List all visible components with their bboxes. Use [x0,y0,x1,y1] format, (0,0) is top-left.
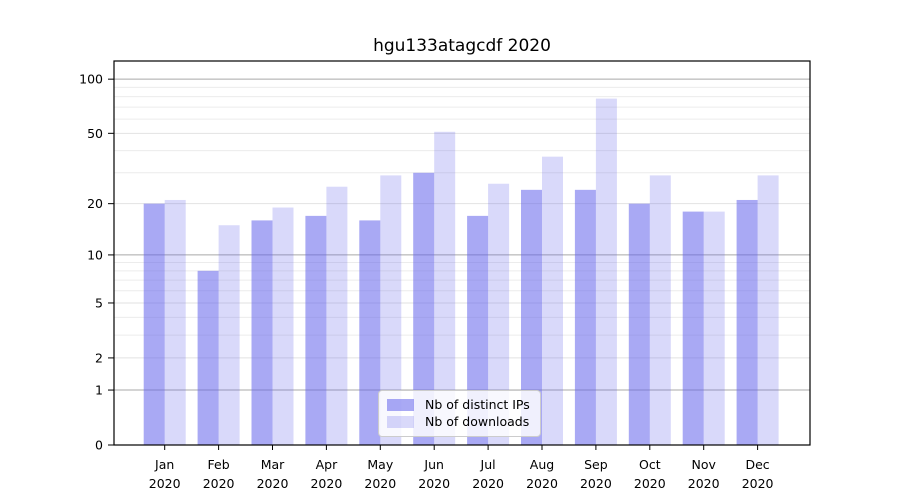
x-tick-label-year: 2020 [688,476,720,491]
x-tick-label-month: May [367,457,393,472]
x-tick-label-year: 2020 [257,476,289,491]
x-tick-label-year: 2020 [634,476,666,491]
legend-item-downloads: Nb of downloads [387,413,530,430]
y-tick-label: 100 [79,72,103,87]
y-tick-label: 1 [95,383,103,398]
y-tick-label: 0 [95,438,103,453]
y-tick-label: 10 [87,247,103,262]
x-tick-label-year: 2020 [580,476,612,491]
bar-distinct-ips-may [359,220,381,445]
x-tick-label-year: 2020 [418,476,450,491]
bar-distinct-ips-aug [521,189,542,445]
y-tick-label: 50 [87,126,103,141]
x-tick-label-year: 2020 [310,476,342,491]
bar-distinct-ips-jun [413,172,435,445]
bar-distinct-ips-nov [682,211,704,445]
x-tick-label-month: Oct [639,457,661,472]
x-tick-label-month: Mar [261,457,285,472]
bar-distinct-ips-jul [467,215,489,445]
y-tick-label: 5 [95,295,103,310]
bar-downloads-mar [272,207,294,445]
bar-distinct-ips-dec [736,199,758,445]
bar-downloads-oct [649,175,671,446]
bar-distinct-ips-apr [305,215,327,445]
legend-label-downloads: Nb of downloads [425,414,530,429]
bar-downloads-apr [326,186,348,446]
bar-downloads-sep [595,98,617,446]
plot-border [113,60,811,446]
bar-downloads-feb [218,225,240,445]
legend-label-distinct-ips: Nb of distinct IPs [425,397,530,412]
bar-downloads-jun [434,131,456,445]
x-tick-label-year: 2020 [742,476,774,491]
legend: Nb of distinct IPs Nb of downloads [378,390,541,437]
x-tick-label-month: Feb [208,457,230,472]
bar-downloads-may [380,175,402,446]
legend-item-distinct-ips: Nb of distinct IPs [387,396,530,413]
x-tick-label-year: 2020 [203,476,235,491]
bar-distinct-ips-feb [197,270,219,445]
legend-swatch-downloads [387,415,414,428]
x-tick-label-month: Nov [691,457,716,472]
x-tick-label-month: Jul [480,457,496,472]
x-tick-label-year: 2020 [526,476,558,491]
x-tick-label-month: Jun [423,457,444,472]
bar-downloads-aug [542,156,563,445]
bar-downloads-jul [488,183,510,445]
x-tick-label-year: 2020 [149,476,181,491]
bar-distinct-ips-oct [628,203,650,445]
bar-downloads-jan [164,199,186,445]
bar-distinct-ips-jan [143,203,165,445]
chart-title: hgu133atagcdf 2020 [373,36,551,56]
x-tick-label-month: Apr [316,457,338,472]
x-tick-label-month: Sep [584,457,608,472]
bar-distinct-ips-mar [251,220,273,445]
bar-downloads-dec [757,175,779,446]
x-tick-label-year: 2020 [364,476,396,491]
legend-swatch-distinct-ips [387,398,414,411]
y-tick-label: 20 [87,196,103,211]
x-tick-label-month: Jan [154,457,174,472]
y-tick-label: 2 [95,350,103,365]
x-tick-label-month: Dec [745,457,769,472]
bar-distinct-ips-sep [574,189,596,445]
bar-downloads-nov [703,211,725,445]
x-tick-label-month: Aug [530,457,554,472]
x-tick-label-year: 2020 [472,476,504,491]
